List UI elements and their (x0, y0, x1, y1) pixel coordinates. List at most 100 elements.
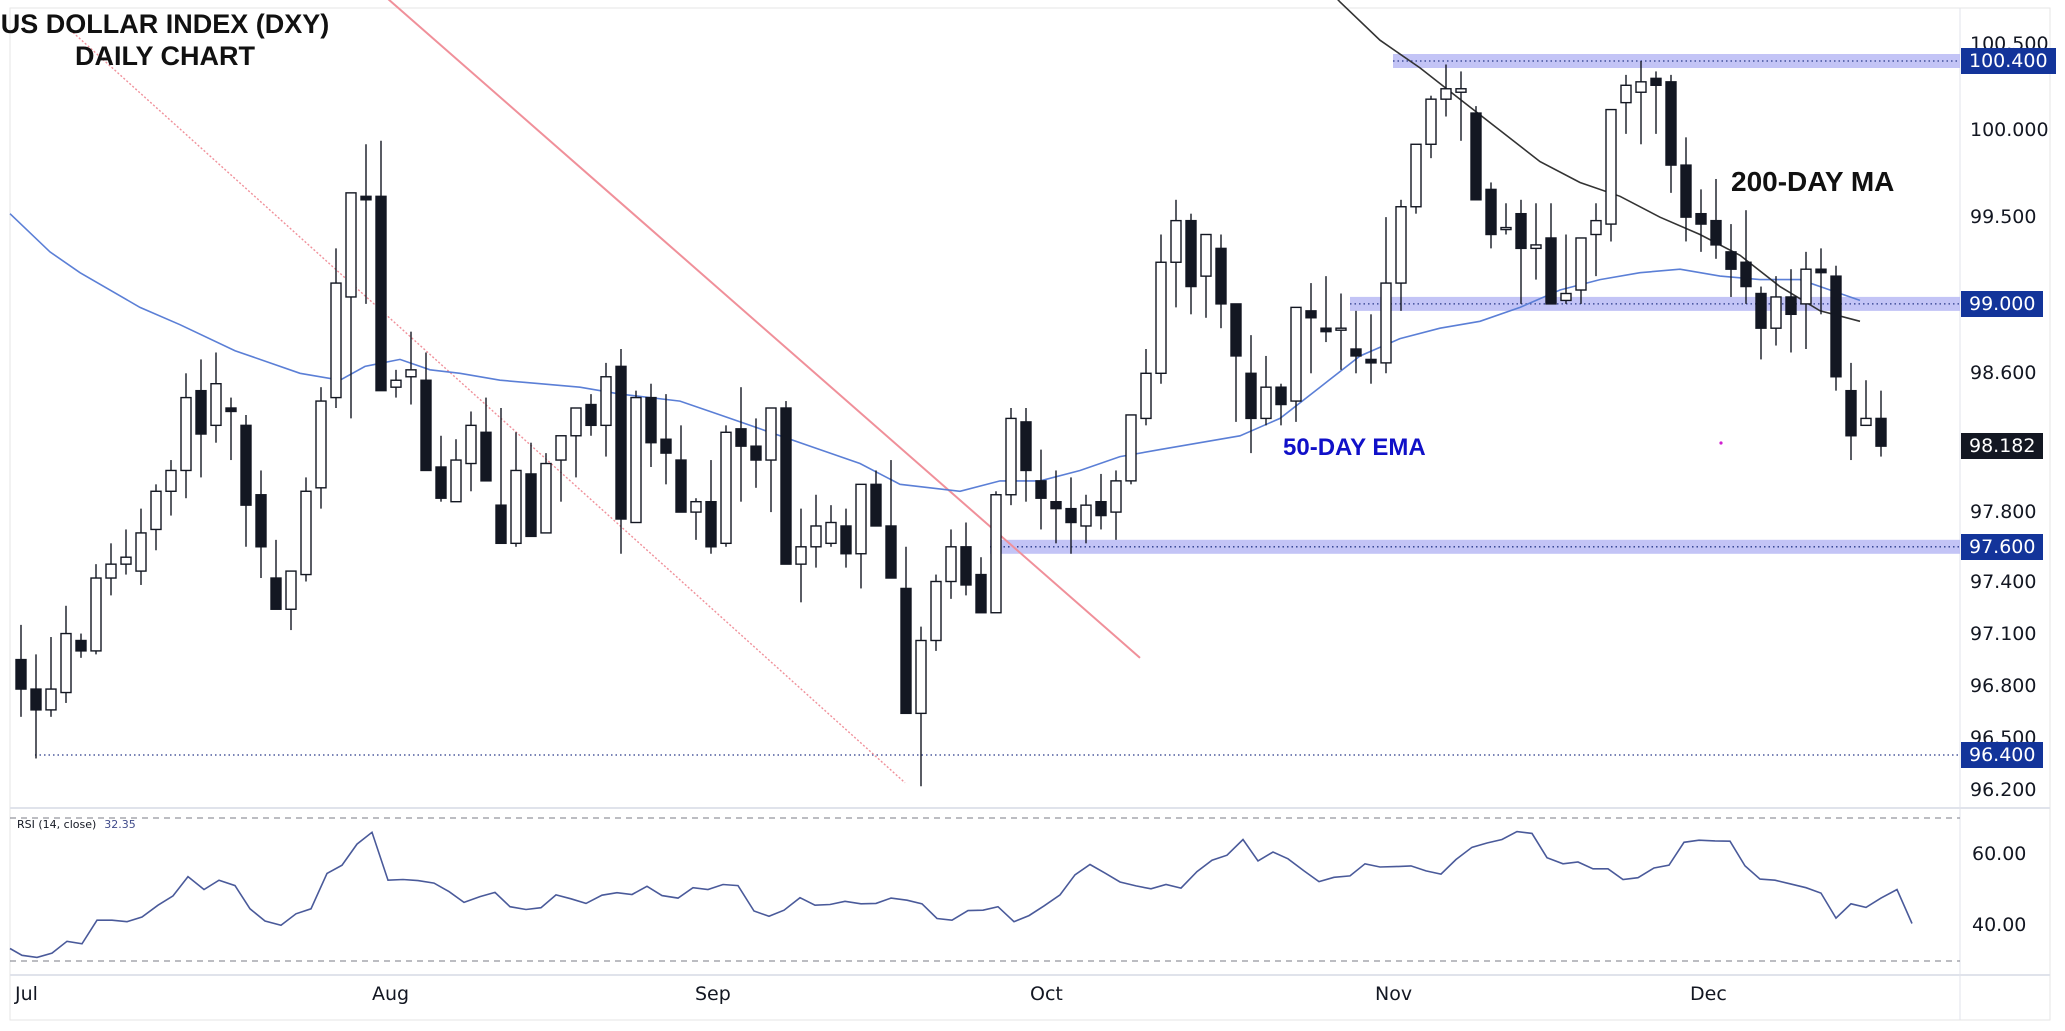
candle (1755, 286, 1767, 360)
candle (150, 484, 162, 551)
candle (1305, 283, 1317, 374)
candle (900, 546, 912, 715)
candle (1785, 269, 1797, 353)
candle (15, 624, 27, 717)
bear-candle-body (1485, 188, 1497, 236)
candle (1620, 74, 1632, 134)
candle (195, 359, 207, 478)
candle (1830, 265, 1842, 391)
bull-candle-body (45, 688, 57, 711)
candle (810, 494, 822, 568)
level-price-tag[interactable]: 97.600 (1961, 533, 2044, 560)
candle (705, 460, 717, 554)
bull-candle-body (540, 462, 552, 534)
bull-candle-body (180, 396, 192, 472)
candle (1590, 203, 1602, 277)
candle (1170, 199, 1182, 308)
candle (1815, 248, 1827, 315)
candle (750, 418, 762, 488)
bull-candle-body (1440, 88, 1452, 100)
candle (105, 543, 117, 596)
bull-candle-body (330, 282, 342, 399)
candle (645, 383, 657, 467)
level-price-tag[interactable]: 99.000 (1961, 290, 2044, 317)
last-price-tag[interactable]: 98.182 (1961, 432, 2044, 459)
bull-candle-body (450, 459, 462, 503)
bear-candle-body (1710, 219, 1722, 246)
bull-candle-body (1290, 306, 1302, 402)
date-tick-label: Aug (372, 983, 410, 1005)
candle (240, 414, 252, 547)
bear-candle-body (705, 500, 717, 548)
candle (285, 570, 297, 631)
bull-candle-body (1200, 233, 1212, 277)
bull-candle-body (1770, 296, 1782, 329)
bear-candle-body (225, 407, 237, 413)
bull-candle-body (285, 570, 297, 610)
bear-candle-body (1845, 389, 1857, 437)
bear-candle-body (1515, 212, 1527, 250)
chart-background (9, 7, 2051, 1021)
chart-panes (9, 7, 2051, 1021)
bull-candle-body (1005, 417, 1017, 496)
candle (840, 508, 852, 568)
bull-candle-body (855, 483, 867, 555)
rsi-tick-label: 60.00 (1972, 842, 2027, 865)
candle (825, 505, 837, 547)
bear-candle-body (1740, 261, 1752, 288)
candle (1335, 293, 1347, 370)
bull-candle-body (1335, 327, 1347, 331)
rsi-line (9, 830, 1913, 959)
candle (1515, 199, 1527, 304)
price-tick-label: 97.800 (1970, 501, 2037, 524)
candle (885, 460, 897, 579)
bear-candle-body (1035, 480, 1047, 499)
candle (1215, 234, 1227, 329)
bear-candle-body (1230, 303, 1242, 357)
channel-line (69, 29, 906, 784)
bear-candle-body (240, 424, 252, 506)
bull-candle-body (1800, 268, 1812, 305)
candle (1185, 213, 1197, 315)
candle (1875, 390, 1887, 457)
rsi-legend[interactable]: RSI (14, close) 32.35 (17, 818, 136, 831)
candle (960, 522, 972, 596)
candle (1680, 137, 1692, 242)
bear-candle-body (1725, 251, 1737, 270)
bear-candle-body (1215, 247, 1227, 305)
candle (1275, 383, 1287, 426)
bear-candle-body (750, 445, 762, 461)
bull-candle-body (1155, 261, 1167, 375)
bear-candle-body (1245, 372, 1257, 420)
candle (1740, 210, 1752, 304)
candle (1605, 108, 1617, 242)
candle (1395, 199, 1407, 311)
bull-candle-body (90, 577, 102, 652)
bear-candle-body (1875, 417, 1887, 447)
candle (1455, 71, 1467, 141)
bull-candle-body (1860, 417, 1872, 427)
ma200-label: 200-DAY MA (1731, 166, 1895, 197)
level-price-tag[interactable]: 100.400 (1961, 48, 2056, 74)
price-tick-label: 100.000 (1970, 119, 2049, 142)
candle (435, 435, 447, 502)
bull-candle-body (1170, 219, 1182, 263)
candle (690, 498, 702, 540)
candle (1710, 178, 1722, 259)
candle (465, 411, 477, 492)
candle (1095, 473, 1107, 530)
bull-candle-body (1455, 88, 1467, 93)
bear-candle-body (1095, 500, 1107, 517)
candle (1065, 477, 1077, 554)
candle (1470, 106, 1482, 201)
bear-candle-body (900, 587, 912, 715)
bear-candle-body (195, 389, 207, 435)
bull-candle-body (405, 369, 417, 378)
bull-candle-body (1500, 226, 1512, 231)
candle (795, 508, 807, 603)
level-price-tag[interactable]: 96.400 (1961, 742, 2044, 768)
candle (120, 529, 132, 575)
candle (1425, 95, 1437, 159)
bear-candle-body (960, 546, 972, 586)
